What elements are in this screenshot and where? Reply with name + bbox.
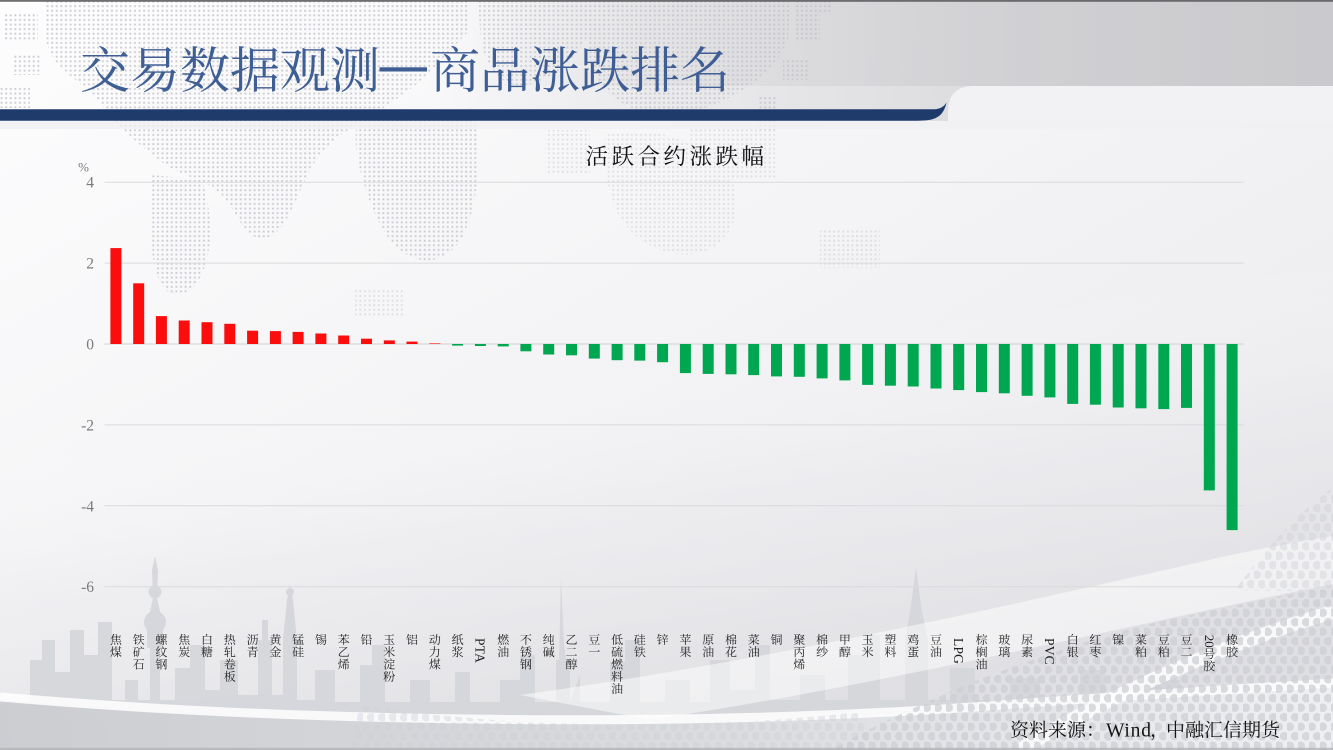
svg-text:0: 0 xyxy=(86,337,94,354)
svg-text:-2: -2 xyxy=(81,417,94,434)
svg-text:-4: -4 xyxy=(81,498,94,515)
svg-text:2: 2 xyxy=(86,256,94,273)
svg-text:20: 20 xyxy=(1202,635,1217,648)
svg-text:LPG: LPG xyxy=(951,638,966,664)
svg-text:Wind: Wind xyxy=(1106,721,1152,742)
svg-text:%: % xyxy=(78,160,89,175)
svg-text:4: 4 xyxy=(86,175,94,192)
svg-text:PVC: PVC xyxy=(1042,638,1057,665)
svg-text:-6: -6 xyxy=(81,579,94,596)
svg-text:PTA: PTA xyxy=(473,638,488,663)
